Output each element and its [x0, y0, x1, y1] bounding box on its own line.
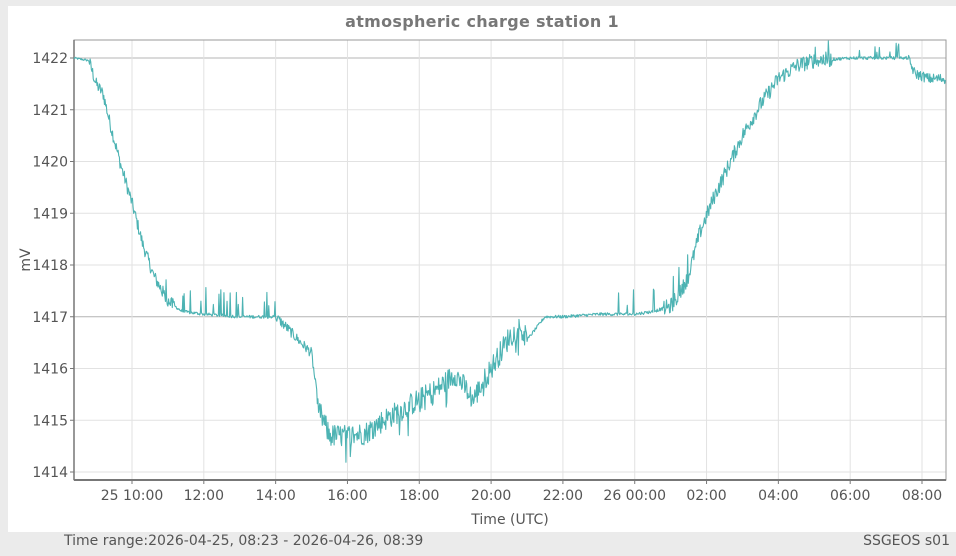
x-tick-label: 08:00 [902, 488, 942, 504]
x-tick-label: 06:00 [830, 488, 870, 504]
x-tick-label: 22:00 [543, 488, 583, 504]
time-range-footer: Time range:2026-04-25, 08:23 - 2026-04-2… [64, 533, 423, 549]
x-tick-label: 18:00 [399, 488, 439, 504]
x-tick-label: 12:00 [184, 488, 224, 504]
x-tick-label: 04:00 [758, 488, 798, 504]
time-range-value: 2026-04-25, 08:23 - 2026-04-26, 08:39 [148, 533, 424, 549]
x-axis-title: Time (UTC) [470, 512, 548, 528]
x-tick-label: 26 00:00 [603, 488, 666, 504]
y-tick-label: 1417 [32, 310, 68, 326]
y-tick-label: 1419 [32, 206, 68, 222]
x-tick-label: 02:00 [686, 488, 726, 504]
y-tick-label: 1421 [32, 103, 68, 119]
x-tick-label: 16:00 [327, 488, 367, 504]
chart-title: atmospheric charge station 1 [345, 12, 619, 31]
y-axis-title: mV [18, 248, 34, 272]
station-id: SSGEOS s01 [863, 533, 950, 549]
y-tick-label: 1414 [32, 465, 68, 481]
x-tick-label: 20:00 [471, 488, 511, 504]
x-tick-label: 25 10:00 [101, 488, 164, 504]
y-tick-label: 1416 [32, 362, 68, 378]
x-tick-label: 14:00 [255, 488, 295, 504]
data-series-line [73, 40, 946, 463]
chart-panel: atmospheric charge station 1 1414 1415 141… [8, 6, 956, 532]
y-tick-label: 1422 [32, 51, 68, 67]
chart-plot: 1414 1415 1416 1417 1418 1419 1420 1421 1422 25 1… [18, 39, 947, 528]
y-tick-label: 1418 [32, 258, 68, 274]
y-tick-label: 1420 [32, 155, 68, 171]
time-range-label: Time range: [64, 533, 149, 549]
plot-frame [73, 39, 947, 481]
y-tick-label: 1415 [32, 413, 68, 429]
